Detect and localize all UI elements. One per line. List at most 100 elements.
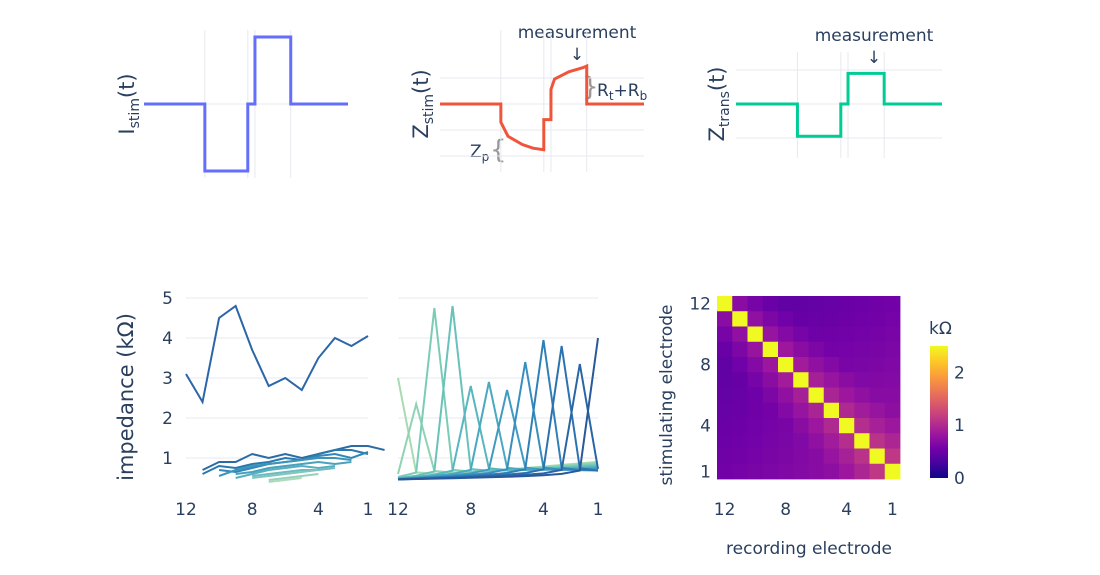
heatmap-cell — [839, 463, 855, 480]
heatmap-cell — [884, 433, 901, 449]
heatmap-cell — [839, 357, 855, 373]
heatmap-cell — [869, 402, 886, 419]
zstim-annotation: measurement — [518, 23, 637, 43]
heatmap-cell — [732, 418, 748, 434]
y-tick-label: 1 — [700, 462, 711, 482]
heatmap-xlabel: recording electrode — [726, 539, 892, 559]
zstim-brace-left: { — [490, 135, 507, 165]
heatmap-cell — [778, 296, 794, 312]
ztrans-annotation-arrow: ↓ — [867, 48, 881, 68]
series-line — [397, 337, 599, 481]
heatmap-cell — [869, 463, 886, 480]
colorbar-tick-label: 2 — [954, 363, 965, 383]
colorbar — [930, 346, 948, 478]
heatmap-cell — [778, 433, 794, 449]
y-tick-label: 5 — [162, 289, 173, 309]
heatmap-cell — [717, 341, 733, 358]
heatmap-cell — [808, 326, 825, 343]
heatmap-cell — [793, 326, 809, 343]
heatmap-cell — [732, 433, 748, 449]
heatmap-cell — [884, 402, 901, 419]
heatmap-cell — [823, 296, 840, 312]
heatmap-cell — [884, 463, 901, 480]
heatmap-plot: recording electrode stimulating electrod… — [657, 295, 965, 559]
heatmap-cell — [823, 433, 840, 449]
heatmap-cell — [884, 448, 901, 465]
x-tick-label: 4 — [313, 500, 324, 520]
heatmap-cell — [884, 387, 901, 404]
heatmap-cell — [793, 433, 809, 449]
heatmap-cell — [747, 372, 764, 388]
heatmap-cell — [854, 341, 870, 358]
y-tick-label: 1 — [162, 449, 173, 469]
series-line — [235, 464, 336, 479]
heatmap-cell — [884, 326, 901, 343]
ztrans-trace — [736, 71, 942, 138]
heatmap-cell — [808, 341, 825, 358]
heatmap-cell — [808, 357, 825, 373]
zstim-zp-label: Zp — [470, 142, 489, 164]
heatmap-cell — [854, 463, 870, 480]
highlight-series-line — [185, 304, 369, 405]
istim-ylabel: Istim(t) — [115, 73, 143, 134]
heatmap-cell — [762, 372, 779, 388]
heatmap-cell — [747, 326, 764, 343]
heatmap-cell — [747, 418, 764, 434]
heatmap-cell — [854, 296, 870, 312]
series-line — [202, 445, 385, 471]
heatmap-cell — [732, 311, 748, 327]
heatmap-cell — [717, 387, 733, 404]
heatmap-cell — [869, 357, 886, 373]
heatmap-cell — [884, 418, 901, 434]
heatmap-cell — [747, 433, 764, 449]
colorbar-title: kΩ — [929, 319, 952, 339]
heatmap-cell — [747, 448, 764, 465]
zstim-annotation-arrow: ↓ — [570, 45, 584, 65]
heatmap-cell — [747, 341, 764, 358]
heatmap-cell — [869, 341, 886, 358]
heatmap-cell — [732, 448, 748, 465]
x-tick-label: 8 — [465, 500, 476, 520]
heatmap-cell — [747, 311, 764, 327]
x-tick-label: 1 — [363, 500, 374, 520]
colorbar-tick-label: 1 — [954, 416, 965, 436]
x-tick-label: 12 — [175, 500, 197, 520]
series-line — [218, 457, 352, 477]
zstim-trace — [440, 63, 644, 152]
heatmap-cell — [854, 311, 870, 327]
y-tick-label: 2 — [162, 409, 173, 429]
heatmap-cell — [778, 357, 794, 373]
heatmap-cell — [808, 448, 825, 465]
series-line — [268, 473, 319, 481]
heatmap-cell — [762, 433, 779, 449]
ztrans-ylabel: Ztrans(t) — [705, 66, 733, 141]
heatmap-cell — [717, 372, 733, 388]
heatmap-cell — [732, 372, 748, 388]
heatmap-ylabel: stimulating electrode — [657, 305, 677, 486]
heatmap-cell — [732, 357, 748, 373]
heatmap-cell — [762, 311, 779, 327]
heatmap-cell — [823, 448, 840, 465]
istim-plot: Istim(t) — [115, 30, 348, 178]
heatmap-cell — [839, 433, 855, 449]
heatmap-cell — [717, 433, 733, 449]
heatmap-cell — [747, 387, 764, 404]
heatmap-cell — [808, 418, 825, 434]
heatmap-cell — [884, 296, 901, 312]
heatmap-cell — [869, 311, 886, 327]
heatmap-cell — [732, 296, 748, 312]
x-tick-label: 8 — [247, 500, 258, 520]
heatmap-cell — [869, 418, 886, 434]
heatmap-cell — [823, 463, 840, 480]
x-tick-label: 4 — [841, 500, 852, 520]
heatmap-cell — [747, 357, 764, 373]
heatmap-cell — [884, 311, 901, 327]
heatmap-cell — [823, 418, 840, 434]
heatmap-cell — [778, 418, 794, 434]
heatmap-cell — [793, 448, 809, 465]
heatmap-cell — [854, 433, 870, 449]
heatmap-cell — [778, 402, 794, 419]
zstim-rt-rb-label: Rt+Rb — [597, 81, 647, 103]
x-tick-label: 4 — [538, 500, 549, 520]
heatmap-cell — [823, 387, 840, 404]
